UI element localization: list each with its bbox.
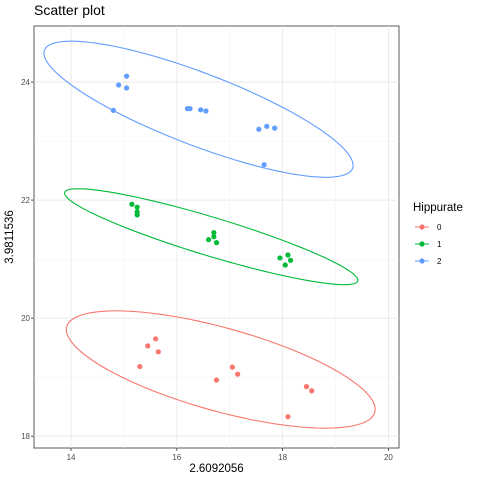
point-series-2 xyxy=(116,82,122,88)
x-tick-label: 18 xyxy=(278,453,287,462)
ellipse-series-1 xyxy=(64,188,359,286)
point-series-1 xyxy=(277,255,283,261)
x-tick-label: 20 xyxy=(384,453,393,462)
point-series-0 xyxy=(153,336,159,342)
point-series-0 xyxy=(229,364,235,370)
point-series-1 xyxy=(134,204,140,210)
plot-panel xyxy=(33,25,400,449)
legend: Hippurate 0 1 2 xyxy=(413,202,463,266)
point-series-0 xyxy=(155,349,161,355)
y-axis-label: 3.9811536 xyxy=(4,210,16,264)
legend-items: 0 1 2 xyxy=(415,223,442,266)
point-series-1 xyxy=(205,237,212,243)
point-series-0 xyxy=(309,388,315,394)
point-series-1 xyxy=(211,229,217,236)
point-series-2 xyxy=(187,106,193,112)
x-axis-label: 2.6092056 xyxy=(189,463,243,475)
point-series-0 xyxy=(235,371,241,377)
gridlines xyxy=(34,26,399,448)
point-series-1 xyxy=(282,262,288,268)
legend-key-point-0 xyxy=(419,224,425,230)
point-series-0 xyxy=(137,363,143,370)
legend-key-point-2 xyxy=(419,258,425,264)
ellipse-series-2 xyxy=(43,40,354,178)
point-series-2 xyxy=(272,125,278,131)
point-series-2 xyxy=(203,108,209,114)
chart-title: Scatter plot xyxy=(34,2,105,18)
axes: 14 16 18 20 18 20 22 24 xyxy=(21,78,393,462)
legend-label-2: 2 xyxy=(437,257,442,266)
point-series-1 xyxy=(287,257,294,263)
point-series-1 xyxy=(211,234,217,240)
y-tick-label: 20 xyxy=(21,314,30,323)
point-series-2 xyxy=(123,73,130,79)
y-tick-label: 24 xyxy=(21,78,30,87)
point-series-0 xyxy=(303,384,310,390)
point-series-2 xyxy=(256,126,262,132)
point-series-1 xyxy=(129,201,135,207)
legend-label-0: 0 xyxy=(437,223,442,232)
point-series-1 xyxy=(285,252,291,258)
x-tick-label: 16 xyxy=(172,453,181,462)
y-tick-label: 18 xyxy=(21,432,30,441)
point-series-2 xyxy=(198,107,204,113)
x-tick-label: 14 xyxy=(67,453,76,462)
legend-key-point-1 xyxy=(419,241,425,247)
point-series-2 xyxy=(264,123,270,129)
point-series-1 xyxy=(213,240,220,246)
y-tick-label: 22 xyxy=(21,196,30,205)
point-series-1 xyxy=(134,212,140,218)
ellipse-series-0 xyxy=(65,310,376,429)
data-points xyxy=(110,73,315,420)
point-series-2 xyxy=(123,85,130,91)
point-series-0 xyxy=(145,343,151,349)
point-series-0 xyxy=(213,377,220,383)
point-series-2 xyxy=(110,107,116,113)
point-series-2 xyxy=(261,162,267,168)
confidence-ellipses xyxy=(43,40,376,429)
legend-title: Hippurate xyxy=(413,202,463,214)
legend-label-1: 1 xyxy=(437,240,442,249)
point-series-0 xyxy=(285,414,291,420)
